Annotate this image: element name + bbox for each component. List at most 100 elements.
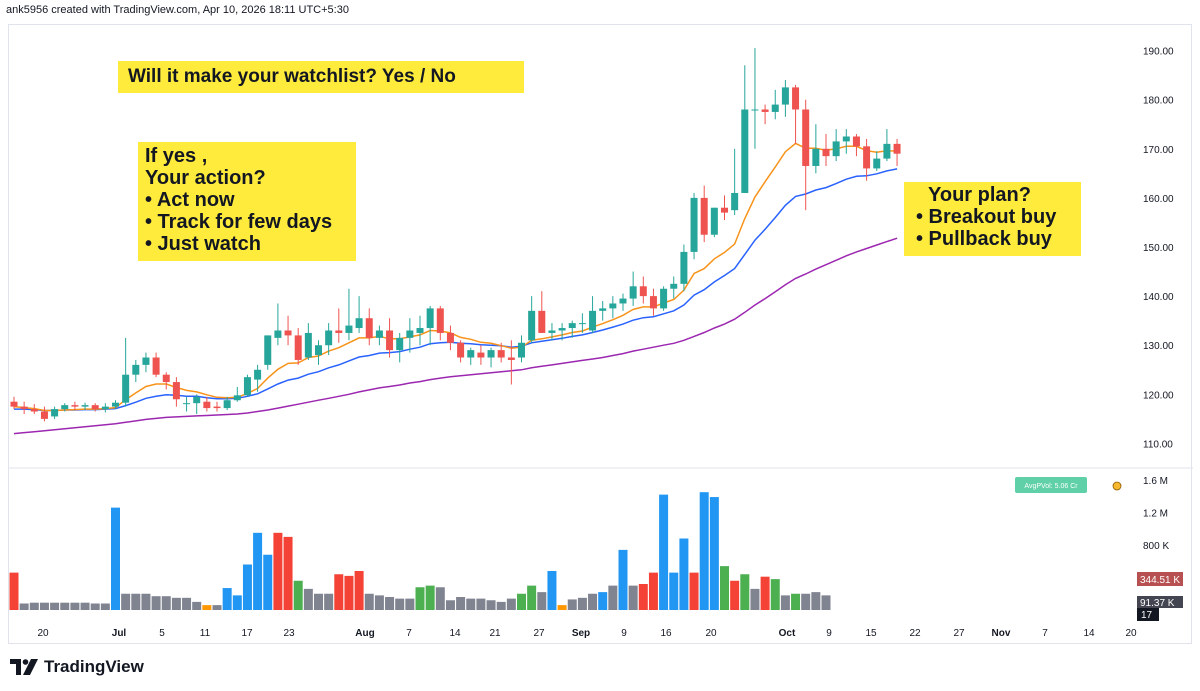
candle-body [122,374,130,403]
candle-body [132,364,140,375]
chart-svg[interactable]: 190.00 180.00 170.00 160.00 150.00 140.00 130.… [9,25,1193,645]
volume-bar [598,592,608,610]
volume-bar [456,597,466,610]
tradingview-logo[interactable]: TradingView [10,656,144,678]
volume-bar [182,597,192,610]
time-tick-label: 17 [241,628,253,639]
candle-body [20,406,28,410]
volume-bar [760,576,770,610]
candle-body [832,141,840,157]
volume-bar [730,580,740,610]
time-tick-label: 20 [705,628,717,639]
volume-bar [445,600,455,610]
candle-body [101,406,109,410]
chart-area[interactable]: 190.00 180.00 170.00 160.00 150.00 140.00 130.… [8,24,1193,645]
time-tick-label: 22 [909,628,921,639]
candle-body [548,330,556,333]
candle-body [294,335,302,360]
volume-bar [212,605,222,610]
candle-body [406,330,414,338]
action-callout-line: • Act now [145,189,235,211]
candle-body [761,109,769,112]
tradingview-logo-text: TradingView [44,657,144,676]
volume-bar [679,538,689,610]
candle-body [639,286,647,297]
price-tick-label: 120.00 [1143,390,1174,401]
candle-body [700,197,708,235]
action-callout-line: Your action? [145,167,266,189]
action-callout: If yes , Your action? • Act now • Track … [138,142,356,261]
time-tick-label: 14 [1083,628,1095,639]
candle-body [193,396,201,404]
volume-last-badge [1137,572,1183,586]
emoji-icon [1112,481,1122,491]
avg-pvol-label: AvgPVol: 5.06 Cr [1024,483,1078,490]
candle-body [446,332,454,343]
candle-body [518,342,525,358]
volume-bar [557,605,567,610]
candle-body [619,298,627,304]
candle-body [690,197,698,252]
volume-bar [750,588,760,610]
volume-bar [588,593,598,610]
price-tick-label: 130.00 [1143,341,1174,352]
volume-bar [100,603,110,610]
time-tick-label: 9 [621,628,627,639]
time-tick-label: 20 [37,628,49,639]
candle-body [487,350,495,358]
time-tick-label: 23 [283,628,295,639]
volume-bar [314,593,323,610]
candle-body [710,207,718,235]
volume-tick-label: 800 K [1143,541,1169,552]
candle-body [325,330,333,346]
candle-body [467,350,475,358]
volume-bar [405,598,415,610]
plan-callout-line: • Pullback buy [916,228,1052,250]
price-tick-label: 160.00 [1143,194,1174,205]
price-tick-label: 110.00 [1143,439,1173,450]
candle-body [30,409,38,412]
candle-body [578,323,586,325]
time-tick-label: 7 [1042,628,1048,639]
volume-bar [263,554,273,610]
time-tick-label: 9 [826,628,832,639]
volume-bar [303,588,313,610]
volume-bar [39,602,49,610]
volume-avg-label: 91.37 K [1140,598,1175,609]
candle-body [558,328,566,331]
candle-body [315,345,322,356]
volume-tick-label: 1.6 M [1143,476,1168,487]
ema-mid-line [14,168,898,412]
candle-body [284,330,292,336]
time-tick-label: 20 [1125,628,1137,639]
volume-bar [253,532,263,610]
time-tick-label: 15 [865,628,877,639]
volume-bar [425,585,435,610]
candle-body [416,328,424,333]
volume-bar [334,574,344,610]
candle-body [852,136,860,147]
candle-body [802,109,810,166]
time-tick-label: Nov [992,628,1011,639]
candle-body [365,318,373,338]
chart-header: ank5956 created with TradingView.com, Ap… [6,4,349,16]
candle-body [335,330,343,333]
volume-bar [19,603,29,610]
time-tick-label: Jul [112,628,127,639]
candle-body [842,136,850,142]
price-tick-label: 180.00 [1143,96,1174,107]
volume-bar [364,593,374,610]
volume-bar [90,603,100,610]
time-tick-label: 14 [449,628,461,639]
candle-body [223,400,231,409]
volume-bar [791,593,801,610]
volume-bar [283,536,293,610]
volume-bar [273,532,283,610]
candle-body [721,207,728,213]
volume-last-label: 344.51 K [1140,575,1180,586]
time-tick-label: 11 [200,628,211,639]
candle-body [629,286,637,299]
volume-bar [242,564,252,610]
volume-bar [720,566,729,610]
volume-bar [608,585,618,610]
